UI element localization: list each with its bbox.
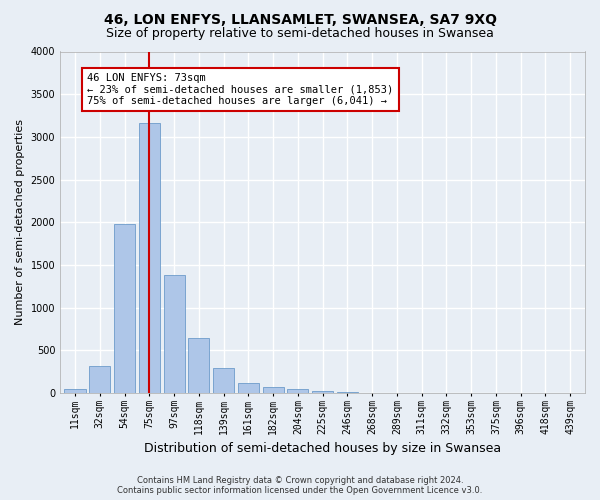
Bar	[238, 384, 259, 393]
Y-axis label: Number of semi-detached properties: Number of semi-detached properties	[15, 119, 25, 325]
Bar	[263, 388, 284, 393]
Bar	[89, 366, 110, 393]
Bar	[114, 224, 135, 393]
Text: 46 LON ENFYS: 73sqm
← 23% of semi-detached houses are smaller (1,853)
75% of sem: 46 LON ENFYS: 73sqm ← 23% of semi-detach…	[88, 73, 394, 106]
Bar	[64, 388, 86, 393]
Bar	[164, 275, 185, 393]
Text: Contains HM Land Registry data © Crown copyright and database right 2024.
Contai: Contains HM Land Registry data © Crown c…	[118, 476, 482, 495]
Bar	[312, 390, 333, 393]
Bar	[188, 338, 209, 393]
Text: 46, LON ENFYS, LLANSAMLET, SWANSEA, SA7 9XQ: 46, LON ENFYS, LLANSAMLET, SWANSEA, SA7 …	[104, 12, 497, 26]
X-axis label: Distribution of semi-detached houses by size in Swansea: Distribution of semi-detached houses by …	[144, 442, 501, 455]
Bar	[337, 392, 358, 393]
Bar	[213, 368, 234, 393]
Bar	[139, 123, 160, 393]
Text: Size of property relative to semi-detached houses in Swansea: Size of property relative to semi-detach…	[106, 28, 494, 40]
Bar	[287, 389, 308, 393]
